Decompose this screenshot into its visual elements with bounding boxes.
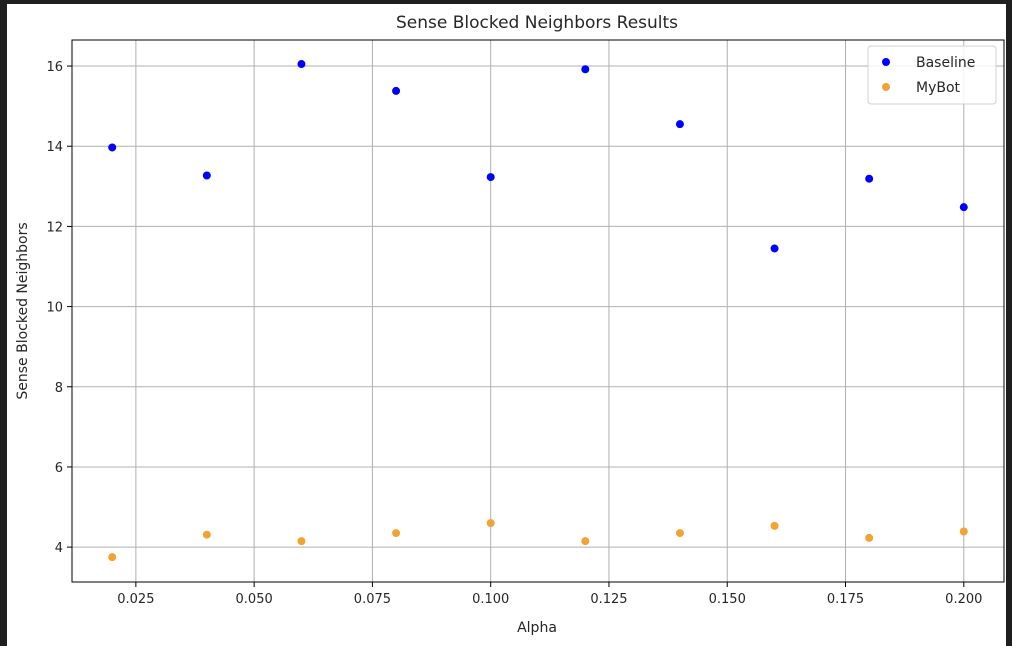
x-tick-label: 0.200 (945, 592, 982, 607)
data-points (108, 60, 968, 562)
mybot-point (959, 527, 968, 536)
x-tick-label: 0.100 (472, 592, 509, 607)
legend-marker-baseline (882, 58, 890, 66)
x-tick-label: 0.125 (590, 592, 627, 607)
mybot-point (865, 533, 874, 542)
y-axis-label: Sense Blocked Neighbors (15, 222, 31, 399)
mybot-point (108, 553, 117, 562)
baseline-point (675, 120, 684, 129)
y-axis-ticks: 4 6 8 10 12 14 16 (46, 60, 72, 556)
legend-box (867, 45, 997, 105)
baseline-point (486, 173, 495, 182)
mybot-point (675, 529, 684, 538)
grid-lines (72, 40, 1004, 582)
mybot-point (581, 537, 590, 546)
window-frame-left (0, 0, 7, 646)
baseline-point (959, 203, 968, 212)
plot-area-border (71, 39, 1005, 583)
chart-title: Sense Blocked Neighbors Results (396, 13, 678, 33)
x-tick-label: 0.050 (236, 592, 273, 607)
x-tick-label: 0.075 (354, 592, 391, 607)
x-tick-label: 0.175 (827, 592, 864, 607)
y-tick-label: 12 (46, 220, 63, 235)
baseline-point (108, 143, 117, 152)
window-frame-top (0, 0, 1012, 4)
x-axis-ticks: 0.025 0.050 0.075 0.100 0.125 0.150 0.175 0.200 (117, 582, 982, 607)
legend-label-mybot: MyBot (916, 80, 961, 96)
mybot-point (297, 537, 306, 546)
y-tick-label: 16 (46, 60, 63, 75)
baseline-point (297, 60, 306, 69)
legend: Baseline MyBot (867, 45, 997, 105)
baseline-point (865, 174, 874, 183)
window-frame-right (1006, 0, 1012, 646)
x-axis-label: Alpha (517, 620, 557, 636)
x-tick-label: 0.150 (709, 592, 746, 607)
mybot-point (770, 521, 779, 530)
mybot-point (202, 530, 211, 539)
y-tick-label: 8 (55, 381, 63, 396)
mybot-point (486, 519, 495, 528)
y-tick-label: 4 (55, 541, 63, 556)
y-tick-label: 6 (55, 461, 63, 476)
baseline-point (202, 171, 211, 180)
baseline-point (770, 244, 779, 253)
baseline-point (392, 86, 401, 95)
legend-label-baseline: Baseline (916, 55, 975, 71)
y-tick-label: 10 (46, 301, 63, 316)
legend-marker-mybot (882, 83, 890, 91)
mybot-point (392, 529, 401, 538)
y-tick-label: 14 (46, 140, 63, 155)
baseline-point (581, 65, 590, 74)
x-tick-label: 0.025 (117, 592, 154, 607)
